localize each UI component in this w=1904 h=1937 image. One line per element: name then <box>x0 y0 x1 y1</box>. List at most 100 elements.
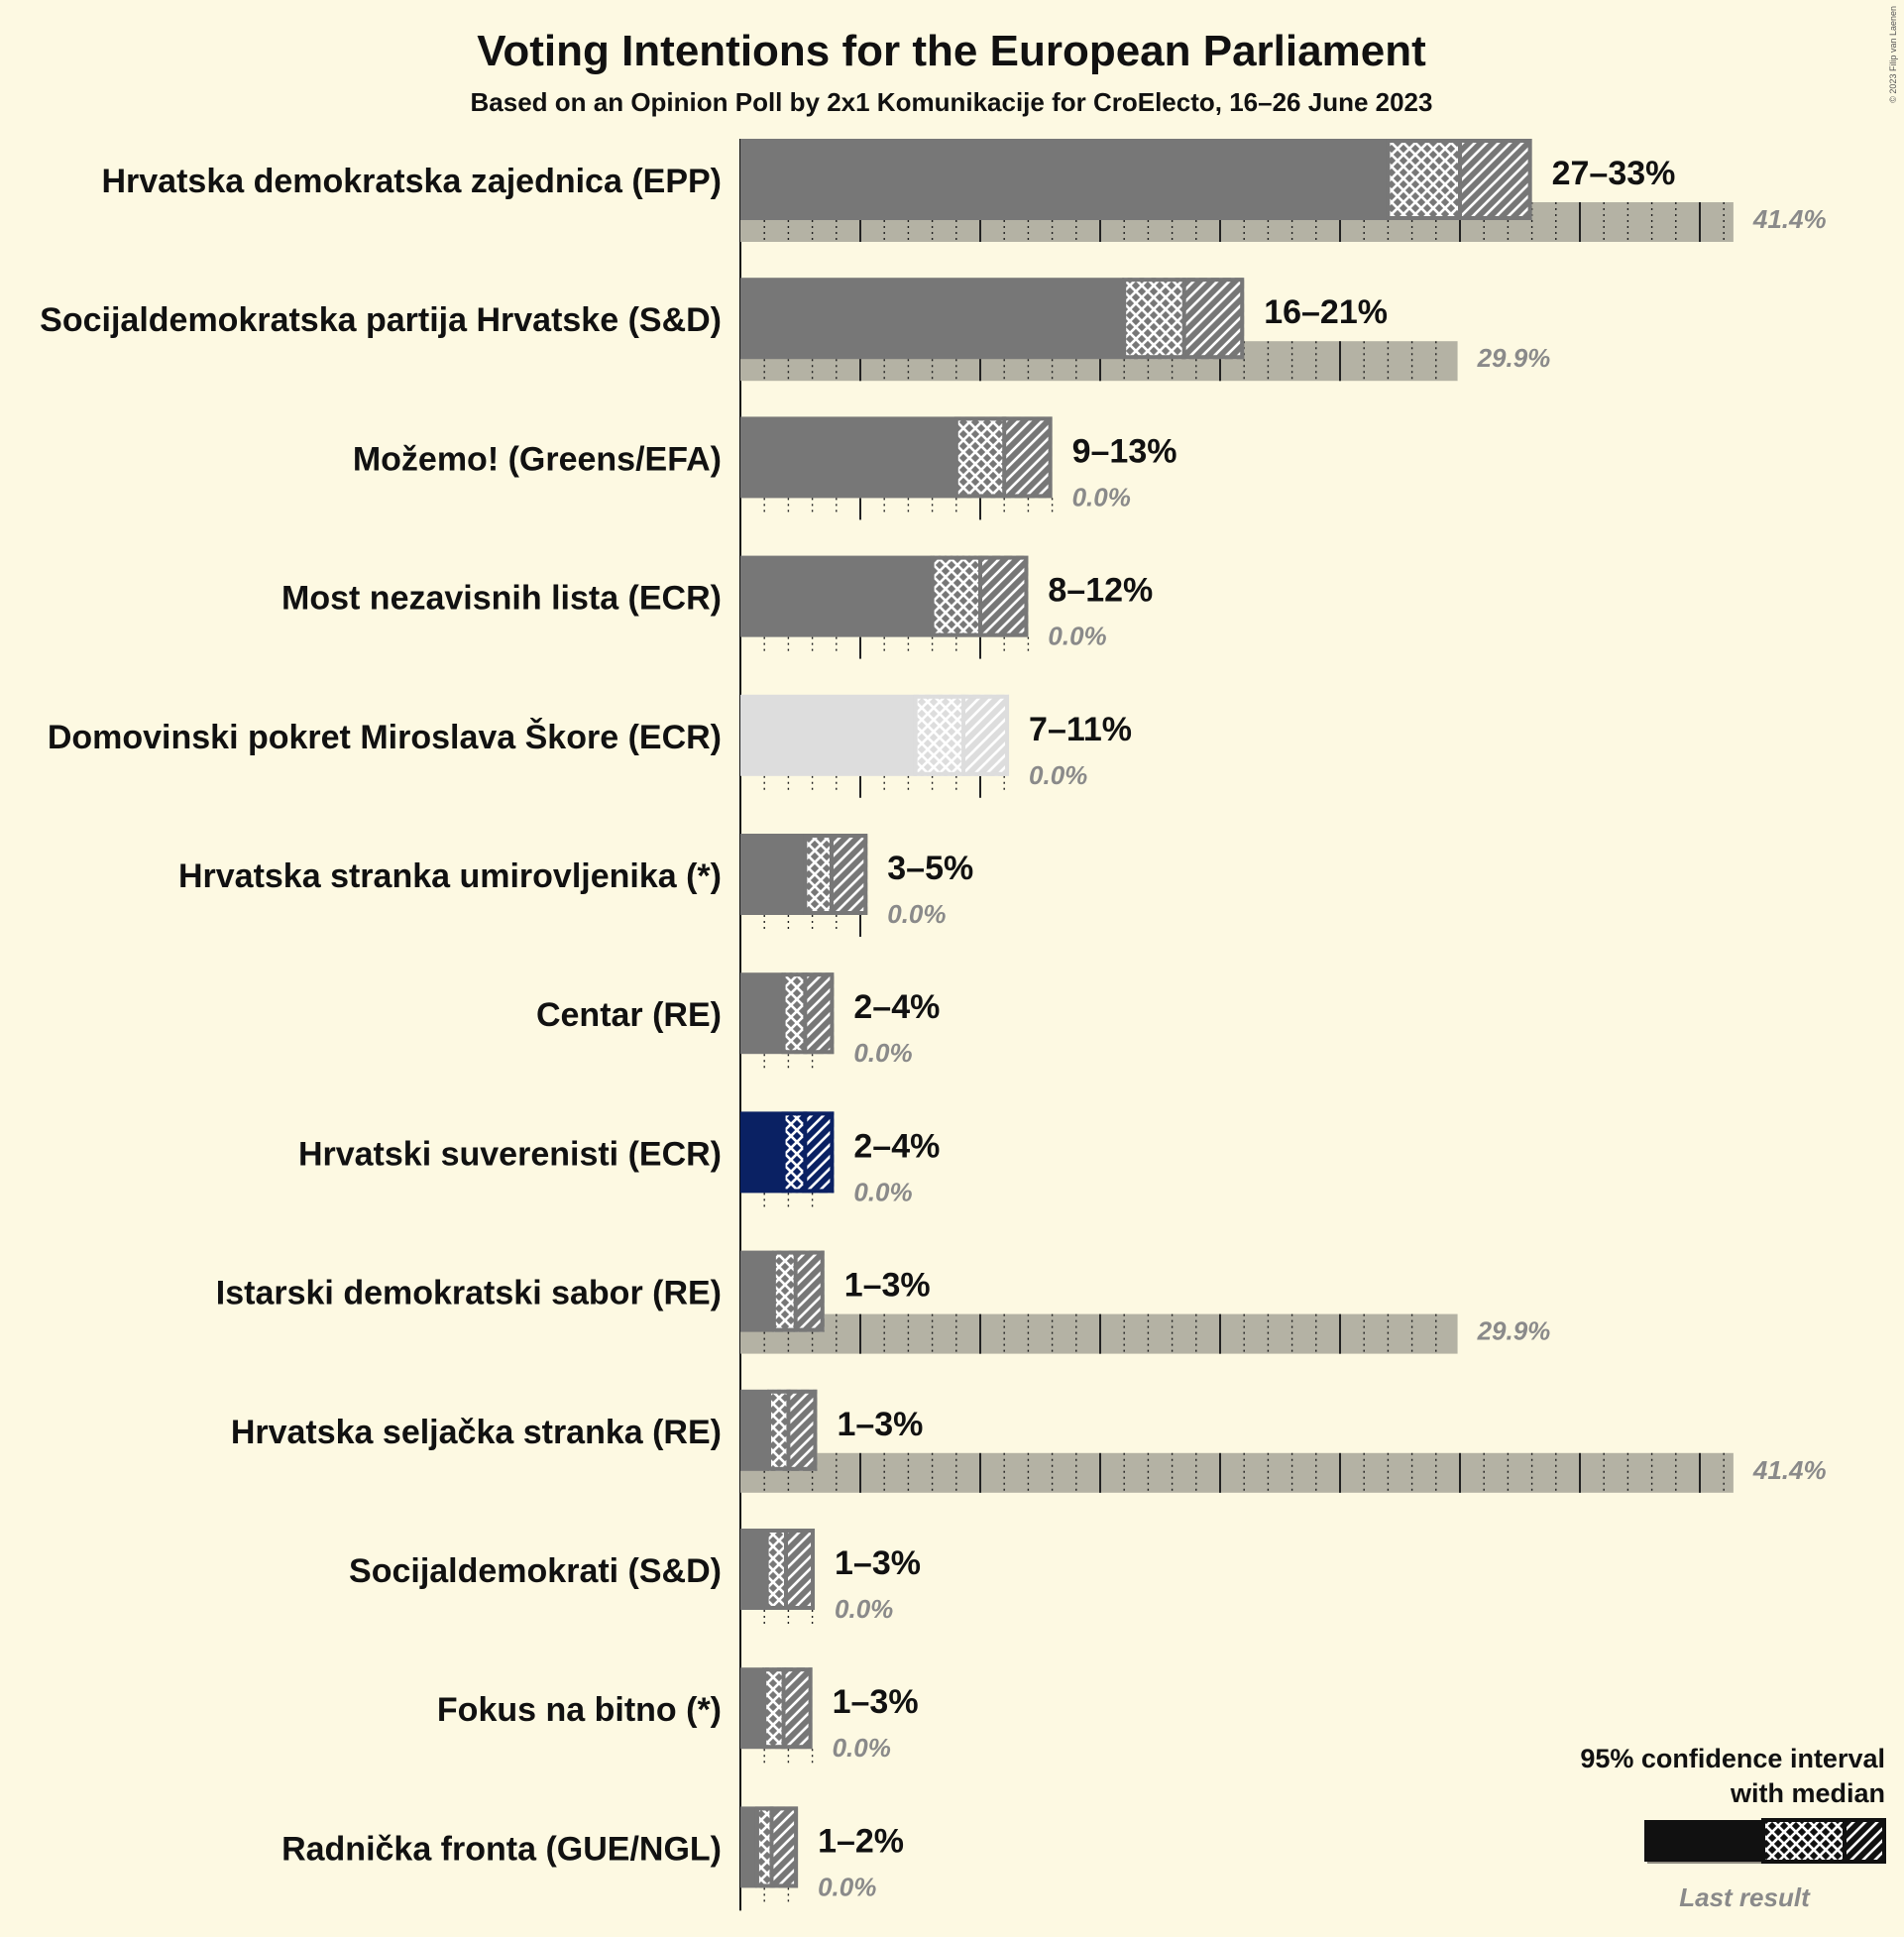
party-row: Socijaldemokrati (S&D) 1–3% 0.0% <box>349 1529 921 1628</box>
last-result-label: 29.9% <box>1477 1316 1551 1346</box>
last-result-label: 41.4% <box>1752 1455 1827 1485</box>
bar-base <box>740 1250 774 1332</box>
range-label: 2–4% <box>853 988 940 1026</box>
bar-ci-upper-pattern <box>795 1250 825 1332</box>
party-row: Most nezavisnih lista (ECR) 8–12% 0.0% <box>281 555 1153 659</box>
last-result-label: 41.4% <box>1752 204 1827 234</box>
last-result-label: 0.0% <box>1029 760 1087 790</box>
bar-ci-lower-pattern <box>773 1250 796 1332</box>
bar-ci-lower-pattern <box>756 1806 772 1888</box>
legend-median-label: with median <box>1730 1778 1885 1808</box>
bar-base <box>740 555 933 637</box>
party-label: Hrvatska seljačka stranka (RE) <box>231 1414 722 1451</box>
bar-ci-upper-pattern <box>785 1529 816 1610</box>
bar-ci-lower-pattern <box>932 555 980 637</box>
bar-ci-lower-pattern <box>1388 139 1460 220</box>
party-row: Socijaldemokratska partija Hrvatske (S&D… <box>40 278 1551 382</box>
last-result-label: 0.0% <box>853 1038 912 1068</box>
bar-base <box>740 834 806 915</box>
party-row: Istarski demokratski sabor (RE) 1–3% 29.9% <box>216 1250 1551 1354</box>
range-label: 16–21% <box>1264 293 1388 331</box>
range-label: 7–11% <box>1029 711 1132 748</box>
party-label: Hrvatska demokratska zajednica (EPP) <box>101 163 722 200</box>
range-label: 1–3% <box>837 1406 923 1443</box>
party-label: Most nezavisnih lista (ECR) <box>281 580 722 618</box>
legend-ci-lower-pattern <box>1763 1820 1845 1862</box>
legend: 95% confidence interval with median Last… <box>1580 1744 1886 1912</box>
last-result-bar <box>740 1452 1734 1493</box>
last-result-label: 29.9% <box>1477 343 1551 373</box>
party-label: Hrvatski suverenisti (ECR) <box>298 1135 722 1173</box>
bar-base <box>740 972 784 1055</box>
party-label: Radnička fronta (GUE/NGL) <box>281 1830 722 1868</box>
bar-ci-outline <box>764 1529 816 1610</box>
party-row: Fokus na bitno (*) 1–3% 0.0% <box>437 1667 919 1767</box>
legend-ci-label: 95% confidence interval <box>1580 1744 1885 1773</box>
bar-ci-upper-pattern <box>788 1389 818 1471</box>
bar-ci-outline <box>767 1389 818 1471</box>
bar-base <box>740 416 956 499</box>
bars-group: Hrvatska demokratska zajednica (EPP) 27–3… <box>40 139 1827 1911</box>
last-result-label: 0.0% <box>833 1733 891 1763</box>
bar-base <box>740 1389 770 1471</box>
bar-ci-upper-pattern <box>805 1111 835 1194</box>
bar-base <box>740 694 916 776</box>
bar-ci-upper-pattern <box>831 834 868 915</box>
bar-ci-lower-pattern <box>955 416 1005 499</box>
bar-ci-lower-pattern <box>769 1389 789 1471</box>
party-row: Hrvatski suverenisti (ECR) 2–4% 0.0% <box>298 1111 940 1211</box>
bar-ci-outline <box>781 972 835 1055</box>
legend-base-bar <box>1644 1820 1763 1862</box>
bar-ci-outline <box>913 694 1010 776</box>
range-label: 3–5% <box>887 850 973 887</box>
last-result-label: 0.0% <box>835 1594 893 1624</box>
bar-ci-lower-pattern <box>783 972 806 1055</box>
legend-ci-upper-pattern <box>1845 1820 1884 1862</box>
range-label: 2–4% <box>853 1127 940 1165</box>
range-label: 1–3% <box>833 1683 919 1721</box>
party-label: Hrvatska stranka umirovljenika (*) <box>178 857 722 895</box>
chart-subtitle: Based on an Opinion Poll by 2x1 Komunika… <box>471 87 1433 117</box>
bar-ci-upper-pattern <box>805 972 835 1055</box>
range-label: 1–3% <box>844 1267 931 1305</box>
bar-ci-lower-pattern <box>805 834 832 915</box>
bar-base <box>740 1529 767 1610</box>
party-label: Centar (RE) <box>536 996 722 1034</box>
party-row: Centar (RE) 2–4% 0.0% <box>536 972 940 1073</box>
bar-ci-upper-pattern <box>1183 278 1245 360</box>
bar-ci-outline <box>803 834 868 915</box>
last-result-label: 0.0% <box>1072 482 1131 512</box>
range-label: 9–13% <box>1072 432 1177 470</box>
bar-ci-upper-pattern <box>1460 139 1532 220</box>
bar-ci-upper-pattern <box>1004 416 1053 499</box>
party-label: Domovinski pokret Miroslava Škore (ECR) <box>48 718 722 756</box>
bar-ci-outline <box>781 1111 835 1194</box>
bar-base <box>740 139 1389 220</box>
range-label: 27–33% <box>1552 155 1676 192</box>
party-row: Radnička fronta (GUE/NGL) 1–2% 0.0% <box>281 1806 904 1906</box>
copyright-text: © 2023 Filip van Laenen <box>1888 6 1898 103</box>
range-label: 1–3% <box>835 1544 921 1582</box>
party-row: Hrvatska demokratska zajednica (EPP) 27–3… <box>101 139 1827 242</box>
last-result-label: 0.0% <box>887 899 946 929</box>
bar-ci-lower-pattern <box>915 694 964 776</box>
bar-ci-lower-pattern <box>764 1667 784 1750</box>
party-label: Možemo! (Greens/EFA) <box>353 440 722 478</box>
last-result-bar <box>740 1313 1458 1354</box>
legend-ci-outline <box>1761 1818 1886 1864</box>
party-row: Možemo! (Greens/EFA) 9–13% 0.0% <box>353 416 1177 520</box>
bar-base <box>740 1806 757 1888</box>
last-result-label: 0.0% <box>853 1177 912 1206</box>
last-result-label: 0.0% <box>818 1872 876 1901</box>
last-result-label: 0.0% <box>1048 622 1106 651</box>
bar-ci-lower-pattern <box>766 1529 786 1610</box>
bar-ci-outline <box>762 1667 813 1750</box>
bar-ci-upper-pattern <box>963 694 1010 776</box>
bar-ci-outline <box>771 1250 825 1332</box>
bar-ci-upper-pattern <box>980 555 1029 637</box>
legend-last-result-label: Last result <box>1679 1882 1811 1912</box>
party-label: Socijaldemokratska partija Hrvatske (S&D… <box>40 301 722 339</box>
bar-ci-outline <box>754 1806 799 1888</box>
chart-title: Voting Intentions for the European Parli… <box>477 27 1426 75</box>
